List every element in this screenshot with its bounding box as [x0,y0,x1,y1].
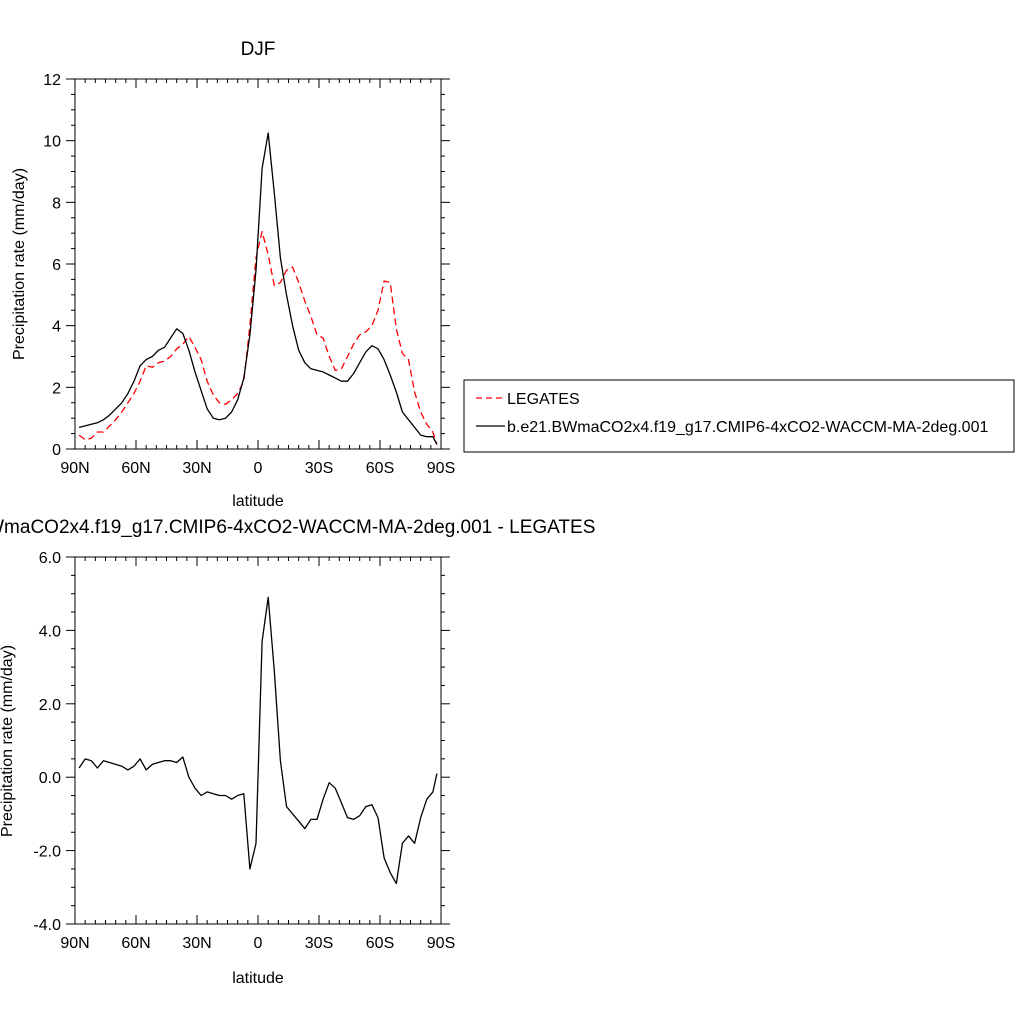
y-tick-label: 6 [52,257,61,274]
x-tick-label: 0 [254,460,263,477]
x-tick-label: 60S [366,460,394,477]
y-tick-label: 6.0 [39,550,61,567]
y-tick-label: 2 [52,380,61,397]
x-tick-label: 60N [121,460,150,477]
x-tick-label: 30N [182,935,211,952]
x-tick-label: 60S [366,935,394,952]
legend-box [463,379,1015,453]
x-tick-label: 90S [427,460,455,477]
series-lines [78,132,438,445]
x-tick-label: 0 [254,935,263,952]
chart-title: b.e21.BWmaCO2x4.f19_g17.CMIP6-4xCO2-WACC… [0,517,595,538]
y-tick-label: 2.0 [39,697,61,714]
x-tick-label: 60N [121,935,150,952]
y-tick-label: 8 [52,195,61,212]
axis-tick-labels: 90N 60N 30N 0 30S 60S 90S -4.0 -2.0 0.0 2.0 4.0 6.0 [33,550,455,952]
series-line-difference [78,596,438,885]
y-tick-label: 0 [52,442,61,459]
y-axis-label: Precipitation rate (mm/day) [11,168,28,360]
x-axis-label: latitude [232,493,284,510]
y-tick-label: 4 [52,319,61,336]
y-tick-label: -4.0 [33,917,61,934]
series-line-model [78,132,438,445]
axis-ticks [66,78,450,450]
x-tick-label: 90N [60,460,89,477]
y-tick-label: 12 [43,72,61,89]
bottom-panel-difference: b.e21.BWmaCO2x4.f19_g17.CMIP6-4xCO2-WACC… [0,517,595,987]
y-tick-label: 4.0 [39,623,61,640]
x-tick-label: 90N [60,935,89,952]
legend-label-model: b.e21.BWmaCO2x4.f19_g17.CMIP6-4xCO2-WACC… [507,419,988,436]
legend: LEGATES b.e21.BWmaCO2x4.f19_g17.CMIP6-4x… [463,379,1015,453]
series-lines [78,596,438,885]
series-line-legates [78,230,438,445]
x-tick-label: 30N [182,460,211,477]
x-tick-label: 90S [427,935,455,952]
y-tick-label: 0.0 [39,770,61,787]
chart-title: DJF [241,39,276,60]
x-tick-label: 30S [305,935,333,952]
y-tick-label: 10 [43,134,61,151]
x-tick-label: 30S [305,460,333,477]
plot-frame [74,556,442,925]
legend-label-legates: LEGATES [507,391,580,408]
top-panel-djf: DJF 90N 60N 30N 0 30S 60S 90S 0 2 4 6 8 10 12 latitud… [11,39,455,510]
y-tick-label: -2.0 [33,844,61,861]
axis-ticks [66,556,450,925]
axis-tick-labels: 90N 60N 30N 0 30S 60S 90S 0 2 4 6 8 10 12 [43,72,455,477]
plot-frame [74,78,442,450]
x-axis-label: latitude [232,970,284,987]
y-axis-label: Precipitation rate (mm/day) [0,645,16,837]
